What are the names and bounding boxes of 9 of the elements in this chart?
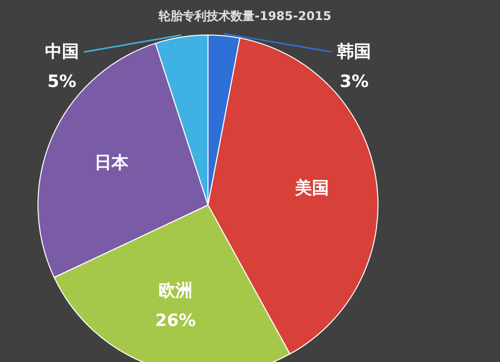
data-label: 26% (155, 311, 196, 332)
slice-label: 中国 (44, 42, 79, 62)
data-label: 5% (47, 72, 76, 92)
data-label: 3% (340, 72, 369, 92)
slice-label: 日本 (94, 153, 130, 174)
slice-label: 欧洲 (158, 281, 192, 302)
slice-label: 韩国 (336, 42, 372, 62)
slice-label: 美国 (294, 178, 330, 199)
chart-title: 轮胎专利技术数量-1985-2015 (158, 9, 332, 23)
